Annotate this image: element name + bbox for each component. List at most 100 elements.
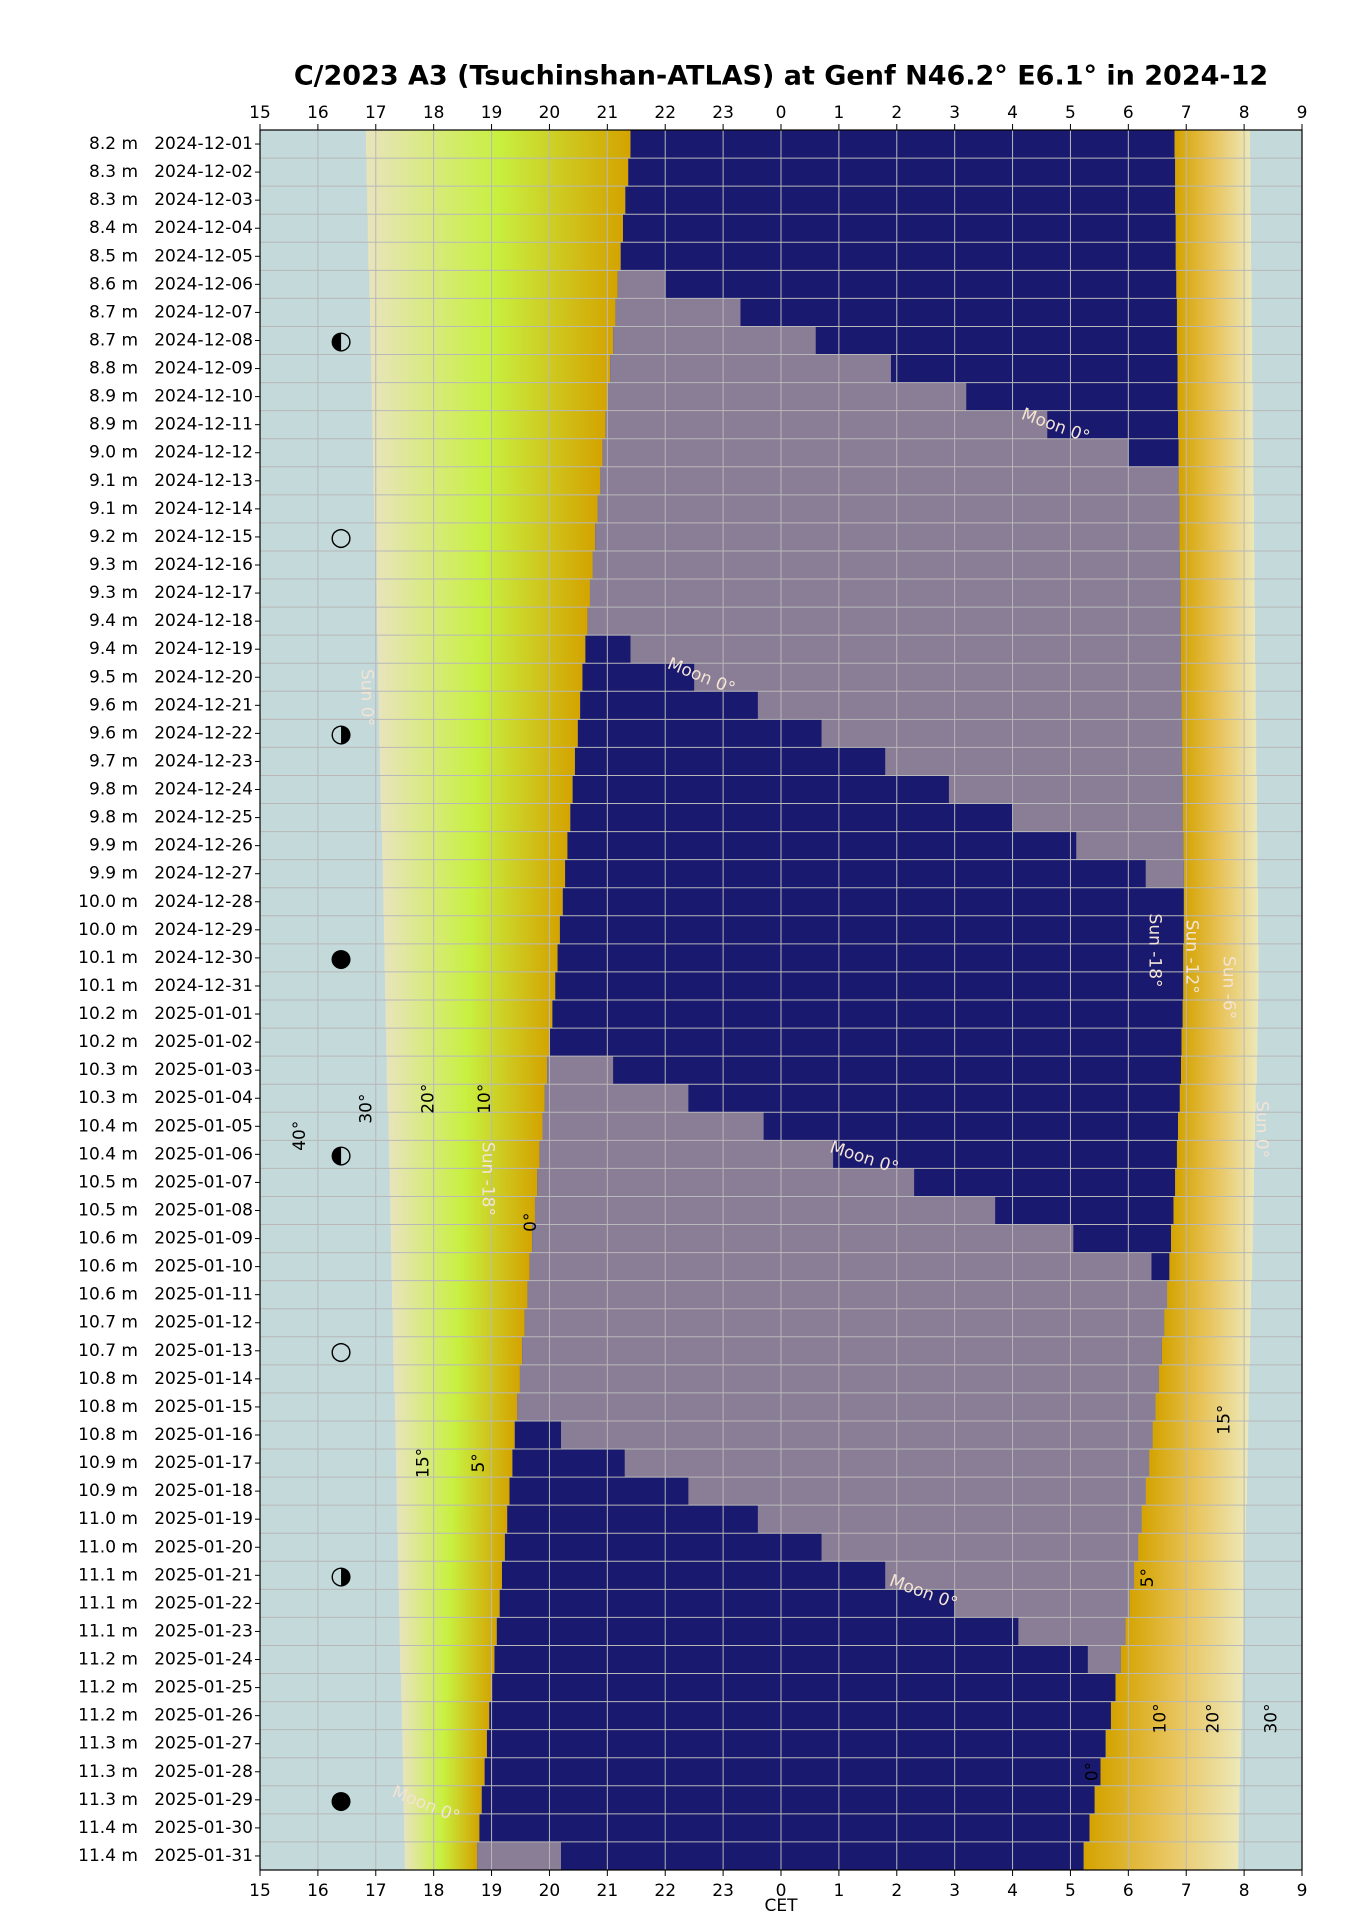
x-axis-label: CET bbox=[765, 1896, 799, 1916]
time-band bbox=[382, 859, 566, 889]
magnitude-label: 10.8 m bbox=[78, 1397, 138, 1417]
date-label: 2025-01-04 bbox=[154, 1088, 253, 1108]
date-label: 2025-01-27 bbox=[154, 1734, 253, 1754]
date-label: 2025-01-13 bbox=[154, 1341, 253, 1361]
time-band bbox=[1141, 1505, 1246, 1534]
time-band bbox=[379, 719, 578, 748]
time-band bbox=[365, 130, 631, 159]
date-label: 2024-12-09 bbox=[154, 359, 253, 379]
date-label: 2025-01-22 bbox=[154, 1593, 253, 1613]
moon-up bbox=[592, 550, 1180, 580]
date-label: 2024-12-11 bbox=[154, 415, 253, 435]
time-band bbox=[479, 1813, 1090, 1843]
time-band bbox=[389, 1140, 540, 1169]
time-band bbox=[1181, 1028, 1258, 1057]
time-band bbox=[1183, 887, 1259, 917]
time-band bbox=[367, 186, 626, 215]
x-tick-label: 17 bbox=[365, 103, 387, 123]
moon-up bbox=[885, 1561, 1135, 1590]
time-band bbox=[1175, 214, 1252, 243]
time-band bbox=[1164, 1308, 1251, 1338]
time-band bbox=[1159, 1364, 1250, 1394]
magnitude-label: 10.9 m bbox=[78, 1481, 138, 1501]
moon-up bbox=[1076, 831, 1184, 861]
date-label: 2025-01-16 bbox=[154, 1425, 253, 1445]
moon-up bbox=[587, 607, 1181, 636]
time-band bbox=[366, 158, 629, 187]
annotation: 5° bbox=[469, 1453, 489, 1472]
time-band bbox=[1179, 494, 1254, 524]
x-tick-label: 9 bbox=[1297, 103, 1308, 123]
time-band bbox=[369, 270, 618, 299]
date-label: 2025-01-01 bbox=[154, 1004, 253, 1024]
date-label: 2025-01-29 bbox=[154, 1790, 253, 1810]
moon-up bbox=[542, 1112, 764, 1141]
magnitude-label: 10.5 m bbox=[78, 1172, 138, 1192]
time-band bbox=[1180, 607, 1256, 636]
time-band bbox=[403, 1785, 482, 1815]
x-tick-label: 7 bbox=[1181, 103, 1192, 123]
date-label: 2024-12-10 bbox=[154, 387, 253, 407]
time-band bbox=[1178, 466, 1254, 496]
time-band bbox=[622, 214, 1176, 243]
magnitude-label: 10.6 m bbox=[78, 1285, 138, 1305]
date-label: 2024-12-16 bbox=[154, 555, 253, 575]
time-band bbox=[1178, 410, 1253, 440]
magnitude-label: 10.8 m bbox=[78, 1425, 138, 1445]
time-band bbox=[494, 1645, 1121, 1675]
time-band bbox=[550, 1028, 1182, 1057]
x-tick-label: 17 bbox=[365, 1881, 387, 1901]
time-band bbox=[1171, 1224, 1253, 1254]
date-label: 2025-01-26 bbox=[154, 1706, 253, 1726]
time-band bbox=[565, 859, 1184, 889]
annotation: Sun -12° bbox=[1181, 920, 1201, 994]
date-label: 2025-01-15 bbox=[154, 1397, 253, 1417]
time-band bbox=[1173, 1196, 1254, 1226]
moon-up bbox=[602, 438, 1129, 468]
x-tick-label: 9 bbox=[1297, 1881, 1308, 1901]
moon-up bbox=[954, 1589, 1130, 1618]
date-label: 2024-12-26 bbox=[154, 836, 253, 856]
magnitude-label: 10.7 m bbox=[78, 1313, 138, 1333]
x-tick-label: 22 bbox=[654, 103, 676, 123]
time-band bbox=[401, 1673, 493, 1703]
magnitude-label: 10.1 m bbox=[78, 976, 138, 996]
annotation: 30° bbox=[357, 1094, 377, 1124]
date-label: 2024-12-25 bbox=[154, 808, 253, 828]
magnitude-label: 10.4 m bbox=[78, 1116, 138, 1136]
time-band bbox=[1120, 1645, 1243, 1675]
moon-up bbox=[524, 1308, 1165, 1338]
magnitude-label: 9.2 m bbox=[89, 527, 138, 547]
time-band bbox=[392, 1308, 525, 1338]
x-tick-label: 18 bbox=[423, 103, 445, 123]
date-label: 2024-12-01 bbox=[154, 134, 253, 154]
magnitude-label: 10.3 m bbox=[78, 1088, 138, 1108]
time-band bbox=[397, 1533, 505, 1562]
time-band bbox=[1183, 859, 1258, 889]
time-band bbox=[380, 803, 571, 833]
date-label: 2024-12-31 bbox=[154, 976, 253, 996]
magnitude-label: 8.4 m bbox=[89, 218, 138, 238]
x-tick-label: 8 bbox=[1239, 1881, 1250, 1901]
date-label: 2024-12-03 bbox=[154, 190, 253, 210]
magnitude-label: 9.5 m bbox=[89, 667, 138, 687]
x-tick-label: 16 bbox=[307, 103, 329, 123]
date-label: 2024-12-13 bbox=[154, 471, 253, 491]
x-tick-label: 8 bbox=[1239, 103, 1250, 123]
moon-up bbox=[630, 635, 1182, 664]
magnitude-label: 8.7 m bbox=[89, 302, 138, 322]
time-band bbox=[1181, 1056, 1257, 1085]
time-band bbox=[380, 775, 573, 805]
magnitude-label: 8.3 m bbox=[89, 162, 138, 182]
moon-up bbox=[517, 1392, 1156, 1422]
time-band bbox=[555, 971, 1184, 1001]
time-band bbox=[1181, 691, 1256, 720]
time-band bbox=[374, 522, 596, 552]
date-label: 2024-12-15 bbox=[154, 527, 253, 547]
time-band bbox=[1177, 382, 1253, 412]
time-band bbox=[1100, 1757, 1241, 1787]
moon-up bbox=[600, 466, 1179, 496]
date-label: 2024-12-14 bbox=[154, 499, 253, 519]
magnitude-label: 9.8 m bbox=[89, 780, 138, 800]
time-band bbox=[1167, 1280, 1252, 1310]
